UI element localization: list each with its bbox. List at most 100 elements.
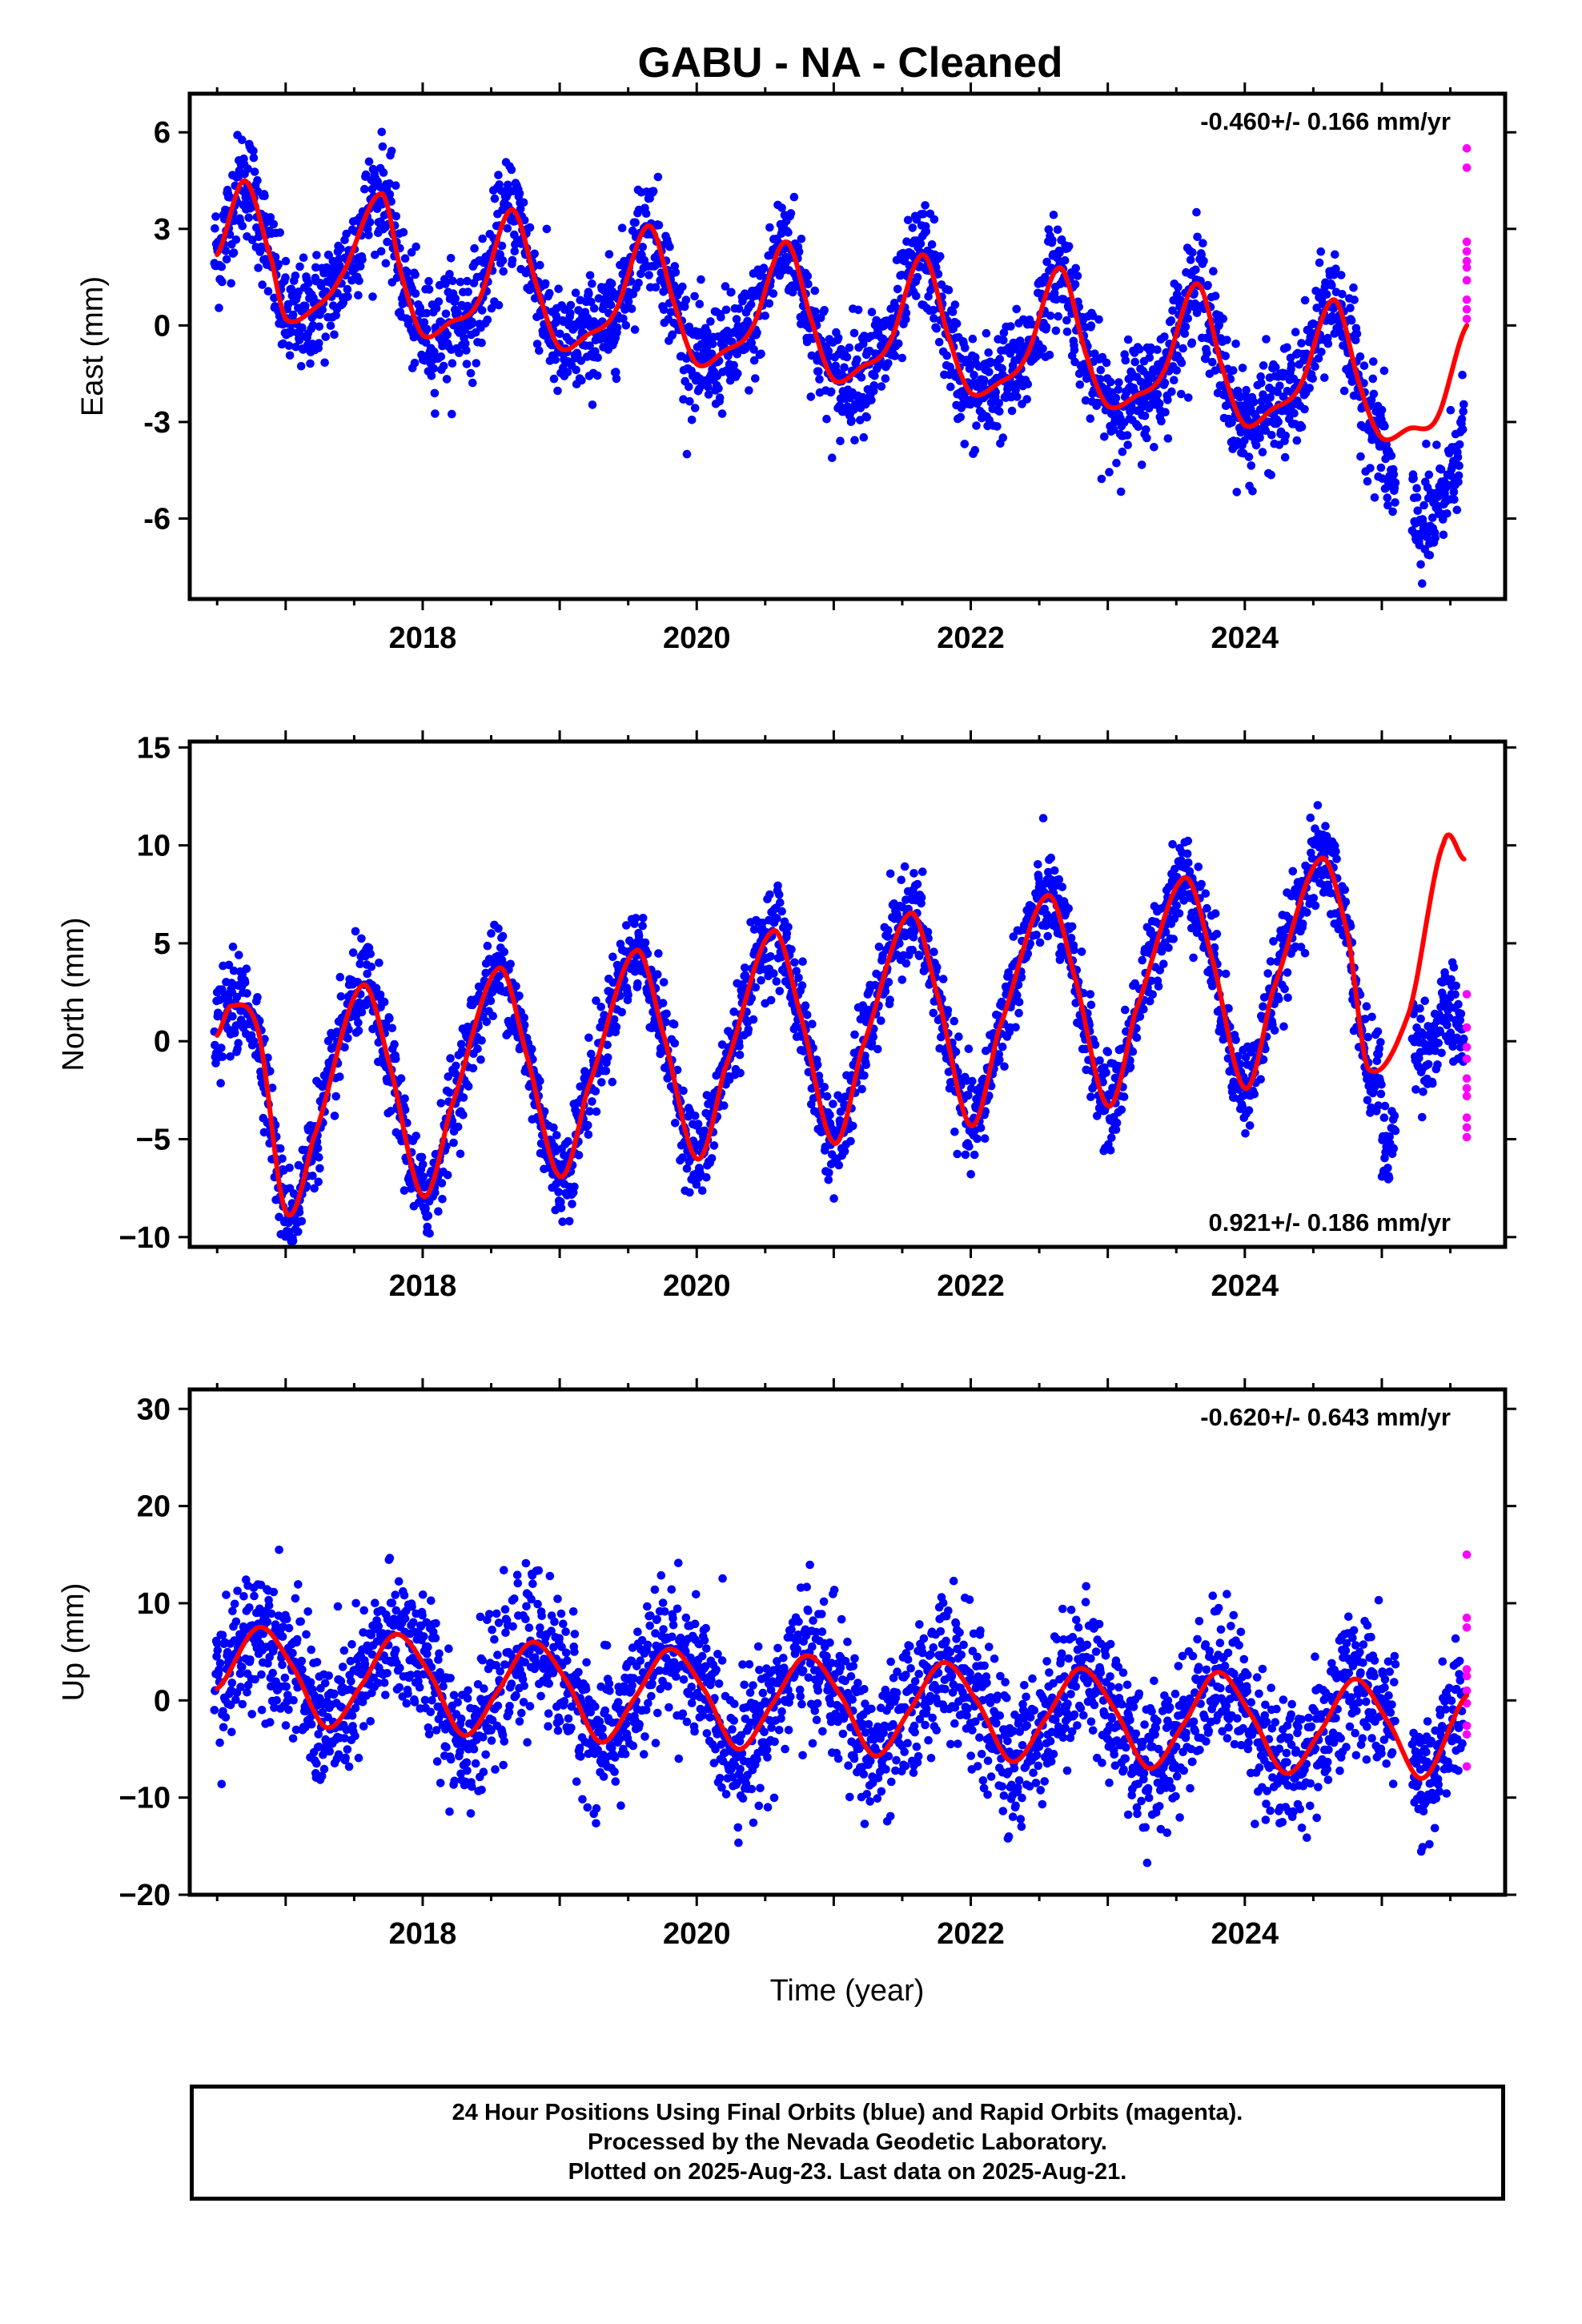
north-final-orbit-point [774, 890, 784, 899]
north-final-orbit-point [901, 959, 911, 968]
east-final-orbit-point [385, 190, 395, 199]
east-final-orbit-point [1109, 425, 1118, 434]
east-final-orbit-point [1251, 440, 1261, 450]
north-final-orbit-point [234, 1039, 243, 1047]
north-final-orbit-point [950, 1128, 959, 1136]
east-final-orbit-point [634, 279, 643, 287]
north-final-orbit-point [1132, 1033, 1142, 1042]
east-final-orbit-point [464, 287, 472, 296]
east-final-orbit-point [294, 287, 303, 296]
north-final-orbit-point [678, 1153, 687, 1162]
east-final-orbit-point [1170, 376, 1178, 385]
east-final-orbit-point [1140, 412, 1150, 420]
east-final-orbit-point [1347, 377, 1357, 386]
east-final-orbit-point [455, 348, 464, 358]
east-final-orbit-point [607, 279, 616, 288]
north-final-orbit-point [820, 1083, 829, 1092]
north-final-orbit-point [829, 1194, 838, 1203]
east-final-orbit-point [383, 237, 391, 247]
north-final-orbit-point [735, 1042, 744, 1051]
north-final-orbit-point [601, 1067, 611, 1076]
east-final-orbit-point [295, 262, 304, 271]
east-final-orbit-point [1062, 328, 1072, 336]
east-final-orbit-point [717, 409, 727, 418]
east-final-orbit-point [1123, 335, 1133, 344]
north-final-orbit-point [331, 1092, 341, 1101]
north-final-orbit-point [549, 1123, 558, 1132]
north-final-orbit-point [669, 1019, 679, 1029]
east-final-orbit-point [1331, 264, 1340, 274]
east-final-orbit-point [549, 374, 559, 384]
north-final-orbit-point [1168, 840, 1177, 849]
north-final-orbit-point [477, 1036, 486, 1045]
north-final-orbit-point [685, 1188, 694, 1197]
north-final-orbit-point [564, 1136, 572, 1146]
north-final-orbit-point [336, 992, 346, 1001]
east-final-orbit-point [950, 300, 960, 309]
east-final-orbit-point [859, 432, 869, 442]
east-final-orbit-point [494, 300, 504, 310]
east-final-orbit-point [1388, 507, 1397, 517]
east-y-tick-label: 0 [154, 309, 171, 343]
east-final-orbit-point [443, 330, 452, 340]
east-final-orbit-point [330, 330, 339, 340]
north-final-orbit-point [1121, 1005, 1130, 1015]
east-final-orbit-point [921, 227, 931, 236]
north-final-orbit-point [488, 1011, 497, 1020]
east-final-orbit-point [903, 215, 913, 225]
north-final-orbit-point [464, 1082, 473, 1091]
north-final-orbit-point [608, 952, 617, 962]
east-final-orbit-point [1153, 345, 1162, 355]
north-final-orbit-point [643, 949, 652, 959]
east-final-orbit-point [849, 328, 859, 338]
north-final-orbit-point [459, 1111, 468, 1120]
north-final-orbit-point [570, 1182, 579, 1192]
north-final-orbit-point [259, 1128, 269, 1137]
east-final-orbit-point [217, 262, 227, 271]
north-final-orbit-point [861, 1060, 870, 1069]
east-final-orbit-point [641, 209, 651, 219]
east-final-orbit-point [424, 276, 433, 286]
east-final-orbit-point [1188, 248, 1197, 257]
north-final-orbit-point [348, 948, 358, 957]
east-final-orbit-point [1095, 375, 1105, 384]
east-final-orbit-point [1439, 530, 1448, 540]
east-final-orbit-point [924, 292, 933, 301]
east-final-orbit-point [563, 368, 572, 377]
north-final-orbit-point [512, 982, 520, 991]
east-final-orbit-point [1060, 255, 1070, 265]
north-final-orbit-point [840, 1147, 849, 1156]
north-final-orbit-point [330, 1112, 339, 1120]
east-final-orbit-point [845, 343, 854, 352]
north-final-orbit-point [1184, 858, 1193, 867]
east-final-orbit-point [1256, 372, 1265, 381]
east-final-orbit-point [1422, 440, 1431, 448]
east-final-orbit-point [1314, 354, 1323, 363]
east-final-orbit-point [1086, 414, 1095, 423]
north-final-orbit-point [630, 967, 640, 976]
east-final-orbit-point [797, 235, 806, 243]
east-final-orbit-point [498, 256, 508, 265]
east-final-orbit-point [1142, 425, 1150, 434]
east-final-orbit-point [1229, 366, 1238, 375]
north-final-orbit-point [798, 957, 807, 966]
east-final-orbit-point [231, 235, 241, 244]
east-final-orbit-point [1387, 451, 1396, 460]
east-final-orbit-point [956, 412, 965, 422]
east-final-orbit-point [1259, 361, 1268, 370]
east-final-orbit-point [1257, 378, 1266, 388]
east-final-orbit-point [229, 248, 239, 257]
north-final-orbit-point [482, 1017, 492, 1027]
east-final-orbit-point [794, 247, 804, 256]
east-rapid-orbit-point [1462, 163, 1472, 172]
east-final-orbit-point [260, 191, 269, 200]
north-final-orbit-point [661, 1018, 670, 1027]
east-final-orbit-point [456, 277, 465, 287]
east-final-orbit-point [1116, 487, 1126, 497]
east-y-tick-label: 3 [154, 213, 171, 247]
north-final-orbit-point [769, 969, 778, 978]
east-final-orbit-point [1255, 433, 1264, 442]
east-final-orbit-point [822, 414, 831, 424]
north-final-orbit-point [1154, 982, 1163, 991]
east-final-orbit-point [525, 223, 535, 232]
